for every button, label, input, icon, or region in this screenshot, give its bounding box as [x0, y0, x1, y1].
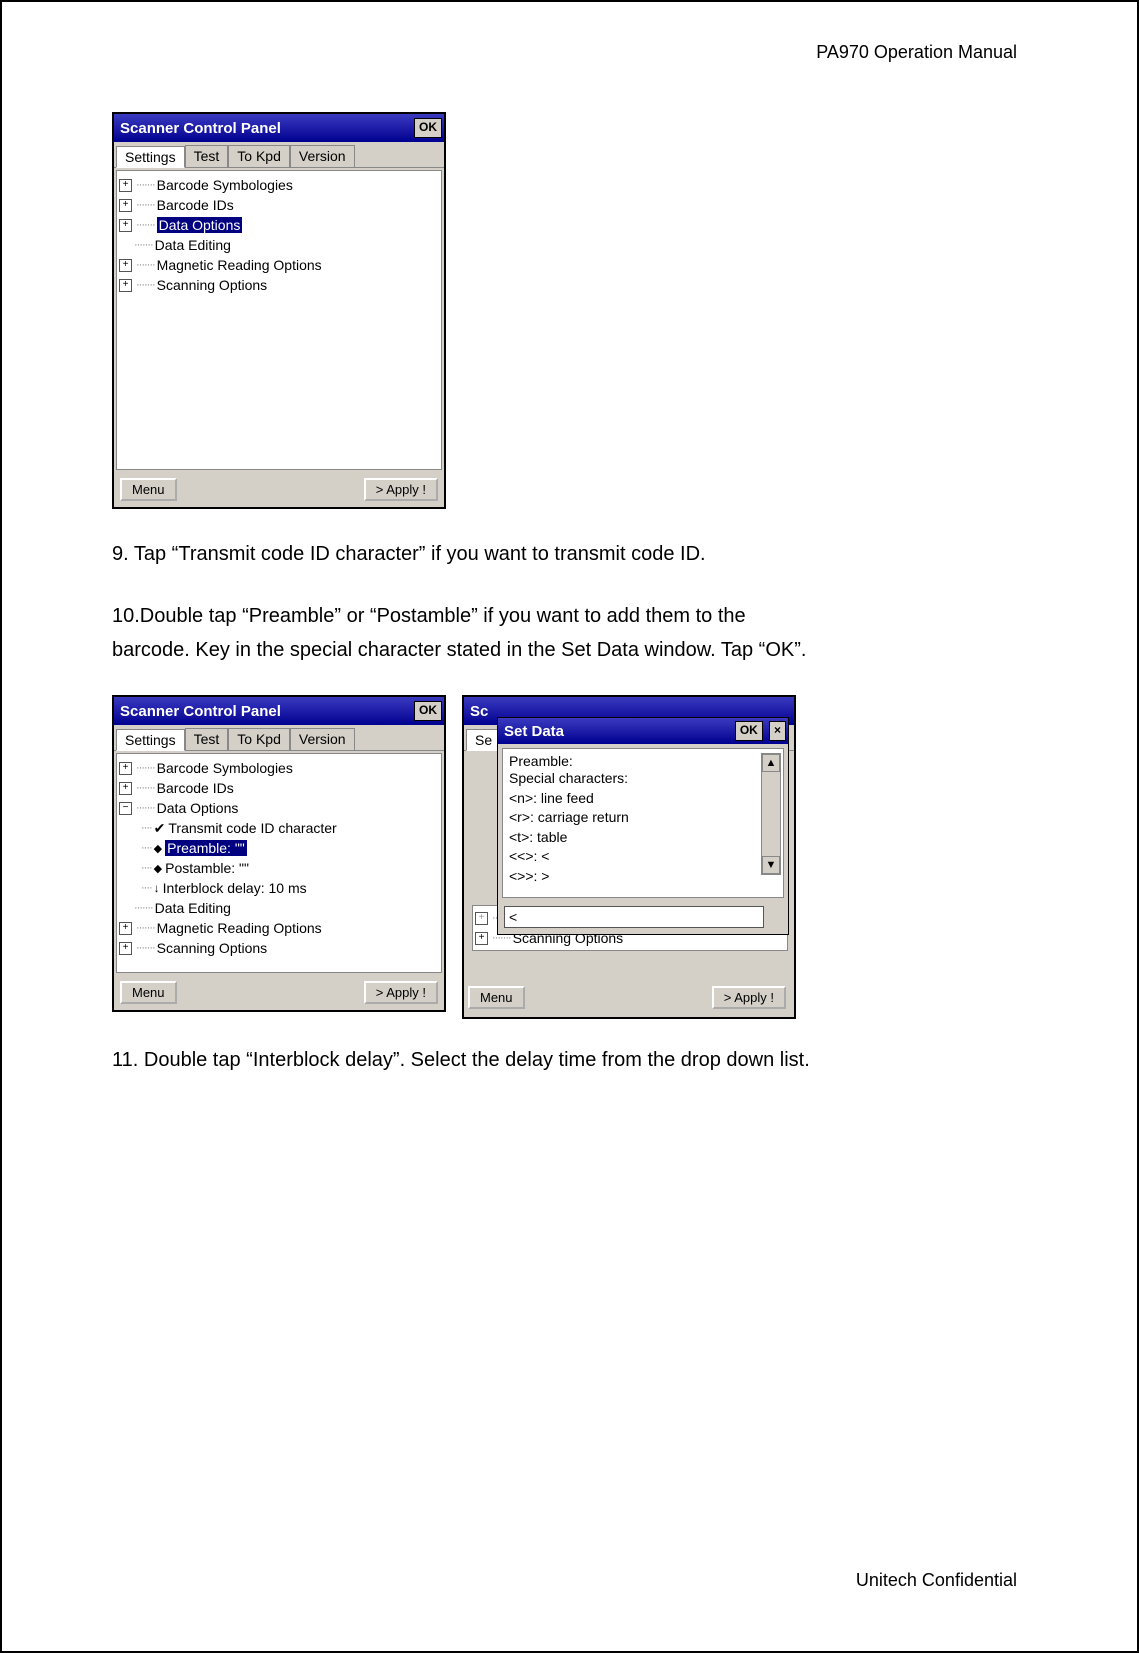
- scrollbar[interactable]: ▲ ▼: [761, 753, 781, 875]
- menu-button[interactable]: Menu: [120, 478, 177, 501]
- dialog-close-button[interactable]: ×: [769, 721, 786, 741]
- apply-button[interactable]: > Apply !: [364, 981, 438, 1004]
- scroll-up-icon[interactable]: ▲: [762, 754, 780, 772]
- tree-item[interactable]: ·······Barcode Symbologies: [119, 758, 439, 778]
- screenshot-3: Sc Se ·······Magnetic Reading Options ··…: [462, 695, 792, 1015]
- titlebar: Scanner Control Panel OK: [114, 114, 444, 142]
- tree-item[interactable]: ·······Data Editing: [119, 898, 439, 918]
- tab-version[interactable]: Version: [290, 145, 355, 167]
- ok-button[interactable]: OK: [414, 118, 442, 138]
- tab-settings[interactable]: Settings: [116, 729, 185, 751]
- doc-header: PA970 Operation Manual: [816, 42, 1017, 63]
- tree-subitem-selected[interactable]: ····◆Preamble: "": [119, 838, 439, 858]
- window-title: Scanner Control Panel: [120, 120, 281, 137]
- tree-item[interactable]: ·······Magnetic Reading Options: [119, 918, 439, 938]
- ok-button[interactable]: OK: [414, 701, 442, 721]
- tree-item[interactable]: ·······Barcode IDs: [119, 778, 439, 798]
- tab-to-kpd[interactable]: To Kpd: [228, 728, 290, 750]
- expand-icon[interactable]: [119, 922, 132, 935]
- expand-icon[interactable]: [119, 279, 132, 292]
- tab-to-kpd[interactable]: To Kpd: [228, 145, 290, 167]
- screenshot-2: Scanner Control Panel OK Settings Test T…: [112, 695, 446, 1012]
- tree-item[interactable]: ·······Barcode Symbologies: [119, 175, 439, 195]
- expand-icon[interactable]: [119, 219, 132, 232]
- tree-item[interactable]: ·······Magnetic Reading Options: [119, 255, 439, 275]
- apply-button[interactable]: > Apply !: [712, 986, 786, 1009]
- dialog-title: Set Data: [504, 723, 564, 740]
- dialog-body: Preamble: Special characters: <n>: line …: [502, 748, 784, 898]
- content: Scanner Control Panel OK Settings Test T…: [92, 112, 1047, 1077]
- tree-item[interactable]: ·······Data Editing: [119, 235, 439, 255]
- instruction-11: 11. Double tap “Interblock delay”. Selec…: [112, 1043, 1027, 1077]
- tab-bar: Settings Test To Kpd Version: [114, 725, 444, 751]
- tab-bar: Settings Test To Kpd Version: [114, 142, 444, 168]
- instruction-9: 9. Tap “Transmit code ID character” if y…: [112, 537, 1027, 571]
- bottom-bar: Menu > Apply !: [114, 975, 444, 1010]
- screenshot-1: Scanner Control Panel OK Settings Test T…: [112, 112, 446, 509]
- page: PA970 Operation Manual Unitech Confident…: [0, 0, 1139, 1653]
- menu-button[interactable]: Menu: [468, 986, 525, 1009]
- dialog-ok-button[interactable]: OK: [735, 721, 763, 741]
- instruction-10b: barcode. Key in the special character st…: [112, 633, 1027, 667]
- diamond-icon: ◆: [154, 862, 162, 875]
- expand-icon[interactable]: [119, 782, 132, 795]
- bottom-bar: Menu > Apply !: [114, 472, 444, 507]
- tree-item[interactable]: ·······Scanning Options: [119, 275, 439, 295]
- apply-button[interactable]: > Apply !: [364, 478, 438, 501]
- window-title-cut: Sc: [470, 703, 488, 720]
- tree-view: ·······Barcode Symbologies ·······Barcod…: [116, 170, 442, 470]
- diamond-icon: ◆: [154, 842, 162, 855]
- arrow-down-icon: ↓: [154, 881, 160, 895]
- window-title: Scanner Control Panel: [120, 703, 281, 720]
- tree-subitem[interactable]: ····↓Interblock delay: 10 ms: [119, 878, 439, 898]
- tree-view: ·······Barcode Symbologies ·······Barcod…: [116, 753, 442, 973]
- menu-button[interactable]: Menu: [120, 981, 177, 1004]
- tab-settings[interactable]: Settings: [116, 146, 185, 168]
- expand-icon[interactable]: [119, 762, 132, 775]
- tree-item[interactable]: ·······Data Options: [119, 798, 439, 818]
- set-data-dialog: Set Data OK × Preamble: Special characte…: [497, 717, 789, 935]
- collapse-icon[interactable]: [119, 802, 132, 815]
- expand-icon[interactable]: [119, 199, 132, 212]
- tab-test[interactable]: Test: [185, 145, 229, 167]
- doc-footer: Unitech Confidential: [856, 1570, 1017, 1591]
- expand-icon: [475, 912, 488, 925]
- expand-icon[interactable]: [119, 179, 132, 192]
- preamble-label: Preamble:: [509, 753, 777, 769]
- expand-icon[interactable]: [119, 259, 132, 272]
- tab-test[interactable]: Test: [185, 728, 229, 750]
- tab-settings-cut: Se: [466, 729, 501, 751]
- tree-subitem[interactable]: ····◆Postamble: "": [119, 858, 439, 878]
- tree-item-selected[interactable]: ·······Data Options: [119, 215, 439, 235]
- scroll-down-icon[interactable]: ▼: [762, 856, 780, 874]
- screenshot-row: Scanner Control Panel OK Settings Test T…: [112, 695, 1047, 1015]
- bottom-bar: Menu > Apply !: [468, 986, 786, 1009]
- tab-version[interactable]: Version: [290, 728, 355, 750]
- instruction-10a: 10.Double tap “Preamble” or “Postamble” …: [112, 599, 1027, 633]
- preamble-input[interactable]: [504, 906, 764, 928]
- dialog-titlebar: Set Data OK ×: [498, 718, 788, 744]
- tree-item[interactable]: ·······Scanning Options: [119, 938, 439, 958]
- titlebar: Scanner Control Panel OK: [114, 697, 444, 725]
- expand-icon[interactable]: [119, 942, 132, 955]
- tree-subitem[interactable]: ····✔Transmit code ID character: [119, 818, 439, 838]
- tree-item[interactable]: ·······Barcode IDs: [119, 195, 439, 215]
- check-icon: ✔: [154, 820, 166, 837]
- expand-icon[interactable]: [475, 932, 488, 945]
- special-chars-help: Special characters: <n>: line feed <r>: …: [509, 769, 777, 887]
